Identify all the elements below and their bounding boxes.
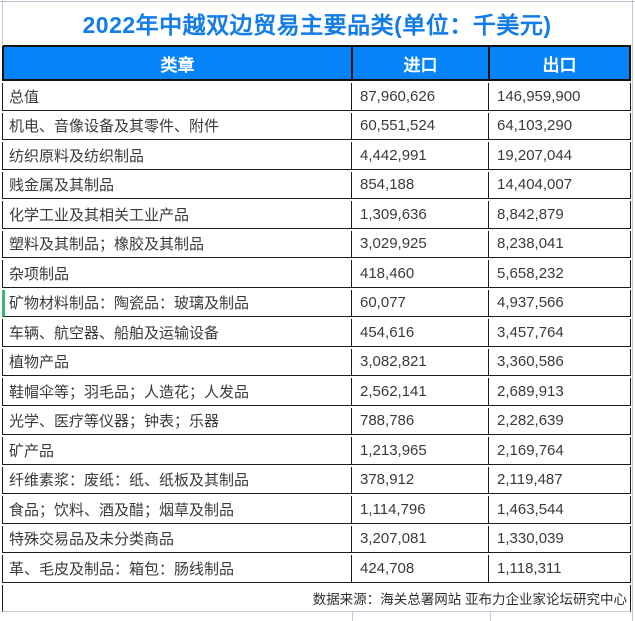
category-cell: 革、毛皮及制品：箱包：肠线制品 <box>2 555 352 583</box>
import-cell: 788,786 <box>351 407 489 435</box>
export-cell: 1,463,544 <box>488 496 631 524</box>
export-cell: 2,689,913 <box>488 378 631 406</box>
category-cell: 鞋帽伞等；羽毛品；人造花；人发品 <box>2 378 352 406</box>
category-cell: 食品；饮料、酒及醋；烟草及制品 <box>2 496 352 524</box>
table-row: 塑料及其制品；橡胶及其制品 3,029,925 8,238,041 <box>2 230 631 258</box>
bottom-gridline-ticks <box>2 611 631 621</box>
import-cell: 3,029,925 <box>351 230 489 258</box>
header-import: 进口 <box>353 47 490 79</box>
gridline-tick <box>490 611 491 621</box>
import-cell: 854,188 <box>351 171 489 199</box>
page-title: 2022年中越双边贸易主要品类(单位：千美元) <box>82 11 552 38</box>
table-row: 化学工业及其相关工业产品 1,309,636 8,842,879 <box>2 201 631 229</box>
category-cell: 机电、音像设备及其零件、附件 <box>2 112 352 140</box>
category-cell: 矿物材料制品：陶瓷品：玻璃及制品 <box>2 289 352 317</box>
import-cell: 2,562,141 <box>351 378 489 406</box>
category-cell: 贱金属及其制品 <box>2 171 352 199</box>
import-cell: 424,708 <box>351 555 489 583</box>
import-cell: 87,960,626 <box>351 83 489 111</box>
table-row: 矿物材料制品：陶瓷品：玻璃及制品 60,077 4,937,566 <box>2 289 631 317</box>
top-gridline <box>0 1 635 2</box>
export-cell: 1,330,039 <box>488 525 631 553</box>
category-cell: 车辆、航空器、船舶及运输设备 <box>2 319 352 347</box>
table-row: 车辆、航空器、船舶及运输设备 454,616 3,457,764 <box>2 319 631 347</box>
import-cell: 1,309,636 <box>351 201 489 229</box>
category-cell: 杂项制品 <box>2 260 352 288</box>
category-cell: 植物产品 <box>2 348 352 376</box>
table-row: 特殊交易品及未分类商品 3,207,081 1,330,039 <box>2 525 631 553</box>
header-category: 类章 <box>4 47 353 79</box>
import-cell: 378,912 <box>351 466 489 494</box>
category-cell: 塑料及其制品；橡胶及其制品 <box>2 230 352 258</box>
import-cell: 60,551,524 <box>351 112 489 140</box>
table-row: 鞋帽伞等；羽毛品；人造花；人发品 2,562,141 2,689,913 <box>2 378 631 406</box>
table-header-row: 类章 进口 出口 <box>2 45 631 81</box>
table-body: 总值 87,960,626 146,959,900 机电、音像设备及其零件、附件… <box>2 83 631 583</box>
left-gridline <box>2 0 3 46</box>
category-cell: 化学工业及其相关工业产品 <box>2 201 352 229</box>
table-row: 总值 87,960,626 146,959,900 <box>2 83 631 111</box>
export-cell: 3,457,764 <box>488 319 631 347</box>
title-bar: 2022年中越双边贸易主要品类(单位：千美元) <box>2 0 632 45</box>
table-row: 矿产品 1,213,965 2,169,764 <box>2 437 631 465</box>
category-cell: 纤维素浆：废纸：纸、纸板及其制品 <box>2 466 352 494</box>
export-cell: 14,404,007 <box>488 171 631 199</box>
import-cell: 4,442,991 <box>351 142 489 170</box>
export-cell: 3,360,586 <box>488 348 631 376</box>
export-cell: 4,937,566 <box>488 289 631 317</box>
category-cell: 纺织原料及纺织制品 <box>2 142 352 170</box>
table-row: 植物产品 3,082,821 3,360,586 <box>2 348 631 376</box>
export-cell: 5,658,232 <box>488 260 631 288</box>
export-cell: 2,169,764 <box>488 437 631 465</box>
export-cell: 146,959,900 <box>488 83 631 111</box>
trade-table: 类章 进口 出口 总值 87,960,626 146,959,900 机电、音像… <box>2 45 631 612</box>
table-row: 杂项制品 418,460 5,658,232 <box>2 260 631 288</box>
export-cell: 8,842,879 <box>488 201 631 229</box>
table-row: 贱金属及其制品 854,188 14,404,007 <box>2 171 631 199</box>
table-row: 革、毛皮及制品：箱包：肠线制品 424,708 1,118,311 <box>2 555 631 583</box>
header-export: 出口 <box>542 55 577 75</box>
table-row: 机电、音像设备及其零件、附件 60,551,524 64,103,290 <box>2 112 631 140</box>
category-cell: 矿产品 <box>2 437 352 465</box>
export-cell: 19,207,044 <box>488 142 631 170</box>
category-cell: 特殊交易品及未分类商品 <box>2 525 352 553</box>
table-row: 纺织原料及纺织制品 4,442,991 19,207,044 <box>2 142 631 170</box>
table-row: 纤维素浆：废纸：纸、纸板及其制品 378,912 2,119,487 <box>2 466 631 494</box>
export-cell: 1,118,311 <box>488 555 631 583</box>
import-cell: 454,616 <box>351 319 489 347</box>
data-source-note: 数据来源：海关总署网站 亚布力企业家论坛研究中心 <box>312 591 627 607</box>
import-cell: 1,114,796 <box>351 496 489 524</box>
source-row: 数据来源：海关总署网站 亚布力企业家论坛研究中心 <box>2 584 631 612</box>
gridline-tick <box>352 611 353 621</box>
table-row: 食品；饮料、酒及醋；烟草及制品 1,114,796 1,463,544 <box>2 496 631 524</box>
export-cell: 2,119,487 <box>488 466 631 494</box>
category-cell: 总值 <box>2 83 352 111</box>
import-cell: 3,207,081 <box>351 525 489 553</box>
import-cell: 60,077 <box>351 289 489 317</box>
import-cell: 3,082,821 <box>351 348 489 376</box>
import-cell: 418,460 <box>351 260 489 288</box>
export-cell: 8,238,041 <box>488 230 631 258</box>
export-cell: 2,282,639 <box>488 407 631 435</box>
export-cell: 64,103,290 <box>488 112 631 140</box>
import-cell: 1,213,965 <box>351 437 489 465</box>
table-row: 光学、医疗等仪器；钟表；乐器 788,786 2,282,639 <box>2 407 631 435</box>
category-cell: 光学、医疗等仪器；钟表；乐器 <box>2 407 352 435</box>
right-gridline <box>632 0 633 621</box>
